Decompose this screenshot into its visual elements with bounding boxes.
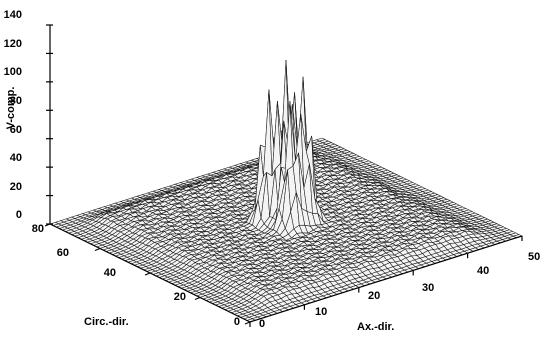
- y-tick-20: 20: [174, 291, 186, 303]
- x-tick-0: 0: [259, 318, 265, 330]
- y-tick-80: 80: [32, 223, 44, 235]
- y-tick-mark: [144, 272, 151, 276]
- z-tick-40: 40: [10, 152, 22, 164]
- z-tick-60: 60: [10, 124, 22, 136]
- y-tick-mark: [94, 247, 101, 252]
- y-tick-40: 40: [104, 267, 116, 279]
- y-tick-mark: [194, 296, 201, 301]
- x-tick-50: 50: [528, 251, 540, 263]
- y-tick-mark: [44, 223, 51, 227]
- x-tick-30: 30: [422, 282, 434, 294]
- z-tick-80: 80: [10, 95, 22, 107]
- y-tick-60: 60: [57, 247, 69, 259]
- z-tick-100: 100: [4, 66, 22, 78]
- x-axis-label: Ax.-dir.: [357, 321, 394, 333]
- y-axis-label: Circ.-dir.: [84, 316, 129, 328]
- z-axis-label: V-comp.: [5, 87, 17, 130]
- axes: [44, 24, 523, 327]
- surface-mesh: [49, 60, 523, 323]
- z-tick-140: 140: [4, 9, 22, 21]
- z-tick-0: 0: [16, 209, 22, 221]
- z-tick-20: 20: [10, 181, 22, 193]
- y-tick-mark: [244, 321, 251, 325]
- x-tick-20: 20: [368, 290, 380, 302]
- x-axis-line: [249, 235, 523, 323]
- z-tick-120: 120: [4, 38, 22, 50]
- y-tick-0: 0: [234, 316, 240, 328]
- x-tick-10: 10: [315, 306, 327, 318]
- x-tick-40: 40: [477, 265, 489, 277]
